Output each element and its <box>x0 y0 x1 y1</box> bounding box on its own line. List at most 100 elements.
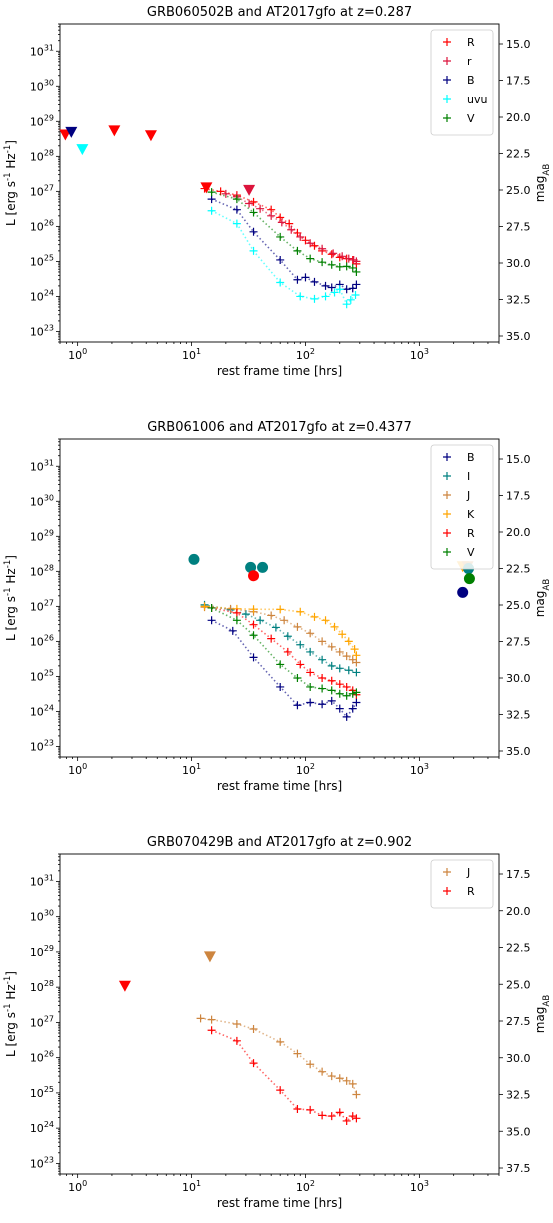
series-line <box>211 209 357 306</box>
y2-tick-label: 17.5 <box>506 75 531 88</box>
y-tick-label: 1025 <box>30 668 54 683</box>
data-point <box>276 213 285 222</box>
y2-tick-label: 15.0 <box>506 453 531 466</box>
data-point <box>249 1059 258 1068</box>
legend-marker <box>443 95 451 103</box>
y-tick-label: 1025 <box>30 253 54 268</box>
y-axis-label: L [erg s-1 Hz-1] <box>3 971 18 1057</box>
data-point <box>249 246 258 255</box>
y-tick-label: 1028 <box>30 148 54 163</box>
data-point <box>241 610 250 619</box>
y2-axis-label: magAB <box>533 164 552 203</box>
y-tick-label: 1027 <box>30 1014 54 1029</box>
data-point <box>232 616 241 625</box>
data-point <box>348 263 357 272</box>
data-point <box>306 698 315 707</box>
data-point <box>342 682 351 691</box>
data-point <box>321 281 330 290</box>
data-point <box>207 1026 216 1035</box>
data-point <box>276 232 285 241</box>
y2-tick-label: 37.5 <box>506 1162 531 1175</box>
legend-marker <box>443 114 451 122</box>
data-point <box>207 603 216 612</box>
data-point <box>348 1079 357 1088</box>
data-point <box>342 300 351 309</box>
chart-grb070429b: GRB070429B and AT2017gfo at z=0.902 100 10… <box>3 835 552 1210</box>
data-point <box>344 666 353 675</box>
x-tick-label: 102 <box>296 762 315 777</box>
y2-tick-label: 32.5 <box>506 294 531 307</box>
data-point <box>352 280 361 289</box>
y-tick-label: 1024 <box>30 703 54 718</box>
y-tick-label: 1026 <box>30 1050 54 1065</box>
legend-marker <box>443 491 451 499</box>
y-tick-label: 1030 <box>30 493 54 508</box>
data-point <box>342 652 351 661</box>
data-point <box>267 611 276 620</box>
y-tick-label: 1024 <box>30 288 54 303</box>
data-point <box>245 199 254 208</box>
y2-axis-label: magAB <box>533 995 552 1034</box>
data-point <box>327 642 336 651</box>
data-point <box>276 682 285 691</box>
x-axis-label: rest frame time [hrs] <box>217 1196 342 1210</box>
data-point <box>232 1020 241 1029</box>
x-axis-label: rest frame time [hrs] <box>217 779 342 793</box>
legend-marker <box>443 57 451 65</box>
x-tick-label: 103 <box>410 1179 429 1194</box>
plot-frame <box>59 853 500 1175</box>
y-tick-label: 1028 <box>30 563 54 578</box>
data-point <box>352 257 361 266</box>
data-point <box>318 258 327 267</box>
y2-tick-label: 22.5 <box>506 563 531 576</box>
y-tick-label: 1030 <box>30 78 54 93</box>
y-tick-label: 1031 <box>30 873 54 888</box>
data-point <box>306 629 315 638</box>
data-point <box>346 295 355 304</box>
data-point <box>207 195 216 204</box>
data-point <box>335 285 344 294</box>
upper-limit-marker <box>108 125 121 137</box>
y2-tick-label: 32.5 <box>506 1089 531 1102</box>
data-point <box>296 607 305 616</box>
legend-label: R <box>467 885 475 898</box>
y2-tick-label: 30.0 <box>506 1052 531 1065</box>
y-axis-label: L [erg s-1 Hz-1] <box>3 555 18 641</box>
data-point <box>335 704 344 713</box>
data-point <box>321 616 330 625</box>
y-tick-label: 1029 <box>30 528 54 543</box>
data-point <box>296 640 305 649</box>
data-point <box>293 674 302 683</box>
data-point <box>232 195 241 204</box>
y-tick-label: 1024 <box>30 1120 54 1135</box>
legend-label: V <box>467 546 475 559</box>
y2-tick-label: 35.0 <box>506 330 531 343</box>
data-point <box>350 645 359 654</box>
data-point <box>318 1067 327 1076</box>
data-point <box>207 206 216 215</box>
data-point <box>283 647 292 656</box>
data-point <box>310 277 319 286</box>
data-point <box>207 1015 216 1024</box>
data-point <box>344 637 353 646</box>
legend-label: I <box>467 470 470 483</box>
y-tick-label: 1025 <box>30 1085 54 1100</box>
data-point <box>348 704 357 713</box>
upper-limit-marker <box>144 130 157 142</box>
data-point <box>318 655 327 664</box>
data-point <box>342 1116 351 1125</box>
legend-marker <box>443 472 451 480</box>
data-point <box>249 620 258 629</box>
y2-tick-label: 17.5 <box>506 490 531 503</box>
chart-title: GRB070429B and AT2017gfo at z=0.902 <box>147 835 412 850</box>
data-point <box>348 689 357 698</box>
legend-marker <box>443 868 451 876</box>
y2-tick-label: 27.5 <box>506 221 531 234</box>
legend-marker <box>443 76 451 84</box>
data-point <box>327 1072 336 1081</box>
data-point <box>318 684 327 693</box>
legend-marker <box>443 453 451 461</box>
data-point <box>306 1060 315 1069</box>
x-tick-label: 100 <box>68 1179 87 1194</box>
data-point <box>249 605 258 614</box>
